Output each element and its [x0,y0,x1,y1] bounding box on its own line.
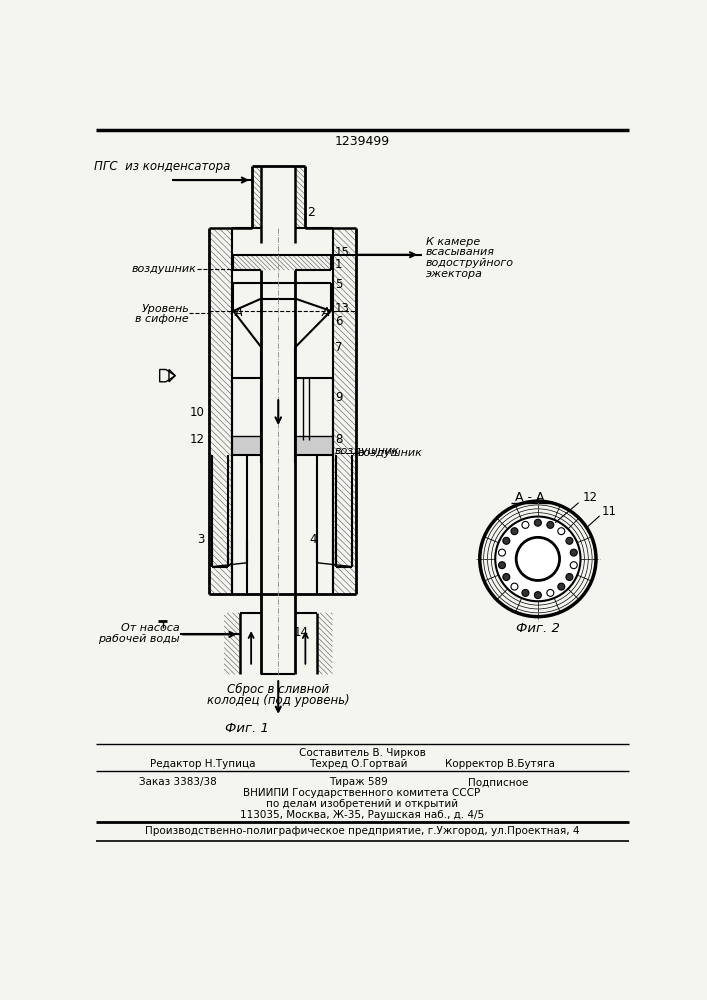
Text: 10: 10 [189,406,204,419]
Text: Редактор Н.Тупица: Редактор Н.Тупица [151,759,256,769]
Text: по делам изобретений и открытий: по делам изобретений и открытий [266,799,458,809]
Text: 15: 15 [335,246,350,259]
Text: эжектора: эжектора [426,269,482,279]
Text: A: A [235,306,243,319]
Text: Фиг. 1: Фиг. 1 [226,722,269,735]
Circle shape [571,549,577,556]
Circle shape [516,537,559,580]
Text: 14: 14 [294,626,309,639]
Text: Составитель В. Чирков: Составитель В. Чирков [298,748,426,758]
Text: воздушник: воздушник [358,448,423,458]
Text: Техред О.Гортвай: Техред О.Гортвай [309,759,408,769]
Text: От насоса: От насоса [121,623,180,633]
Text: 7: 7 [335,341,342,354]
Text: К камере: К камере [426,237,480,247]
Circle shape [547,589,554,596]
Circle shape [534,519,542,526]
Text: 4: 4 [309,533,317,546]
Text: A: A [322,306,329,319]
Text: колодец (под уровень): колодец (под уровень) [207,694,349,707]
Circle shape [522,589,529,596]
Circle shape [498,549,506,556]
Text: 12: 12 [583,491,598,504]
Text: 1239499: 1239499 [334,135,390,148]
Text: Заказ 3383/38: Заказ 3383/38 [139,777,216,787]
Text: 13: 13 [335,302,350,315]
Text: Фиг. 2: Фиг. 2 [516,622,560,635]
Text: рабочей воды: рабочей воды [98,634,180,644]
Text: водоструйного: водоструйного [426,258,513,268]
Text: 113035, Москва, Ж-35, Раушская наб., д. 4/5: 113035, Москва, Ж-35, Раушская наб., д. … [240,810,484,820]
Text: всасывания: всасывания [426,247,494,257]
Circle shape [503,537,510,544]
Circle shape [511,528,518,535]
Circle shape [498,562,506,569]
Circle shape [511,583,518,590]
Text: Подписное: Подписное [468,777,529,787]
Circle shape [571,562,577,569]
Text: 12: 12 [189,433,204,446]
Text: воздушник: воздушник [335,446,399,456]
Text: 9: 9 [335,391,342,404]
Circle shape [503,574,510,580]
Text: Сброс в сливной: Сброс в сливной [227,683,329,696]
Circle shape [534,592,542,599]
Text: в сифоне: в сифоне [135,314,189,324]
Text: 1: 1 [335,258,342,271]
Text: 5: 5 [335,278,342,291]
Text: 6: 6 [335,315,342,328]
Text: 8: 8 [335,433,342,446]
Text: ПГС  из конденсатора: ПГС из конденсатора [94,160,230,173]
Text: 11: 11 [602,505,617,518]
Text: Уровень: Уровень [141,304,189,314]
Circle shape [522,521,529,528]
Bar [232,436,261,455]
Text: ВНИИПИ Государственного комитета СССР: ВНИИПИ Государственного комитета СССР [243,788,481,798]
Circle shape [566,537,573,544]
Circle shape [495,517,580,601]
Text: Тираж 589: Тираж 589 [329,777,387,787]
Text: Корректор В.Бутяга: Корректор В.Бутяга [445,759,555,769]
Circle shape [558,583,565,590]
Text: А - А: А - А [515,491,545,504]
Text: 2: 2 [307,206,315,219]
Text: Производственно-полиграфическое предприятие, г.Ужгород, ул.Проектная, 4: Производственно-полиграфическое предприя… [145,826,579,836]
Circle shape [558,528,565,535]
Text: 3: 3 [197,533,204,546]
Bar [296,436,332,455]
Text: воздушник: воздушник [132,264,197,274]
Circle shape [566,574,573,580]
Circle shape [547,521,554,528]
